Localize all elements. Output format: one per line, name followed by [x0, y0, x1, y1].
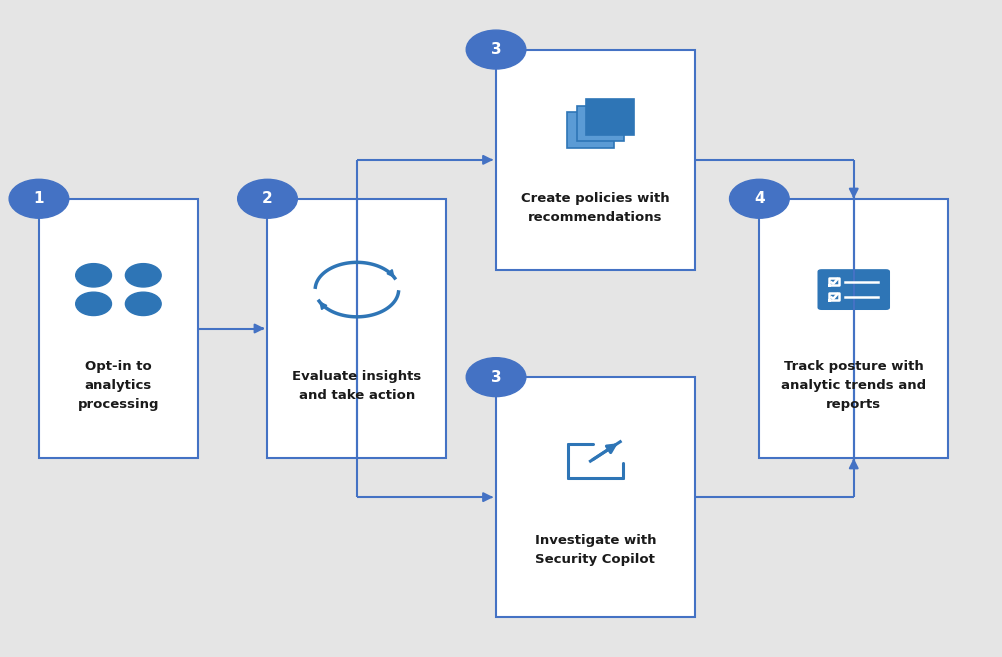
Text: Evaluate insights
and take action: Evaluate insights and take action [293, 370, 422, 401]
Circle shape [466, 357, 526, 397]
Circle shape [76, 292, 111, 315]
Circle shape [729, 179, 790, 218]
Circle shape [125, 263, 161, 287]
Circle shape [125, 292, 161, 315]
Text: Create policies with
recommendations: Create policies with recommendations [521, 193, 669, 225]
Text: 4: 4 [755, 191, 765, 206]
FancyBboxPatch shape [818, 269, 890, 310]
Text: 1: 1 [34, 191, 44, 206]
FancyBboxPatch shape [760, 199, 948, 458]
FancyBboxPatch shape [268, 199, 446, 458]
Text: Investigate with
Security Copilot: Investigate with Security Copilot [535, 534, 656, 566]
Text: Track posture with
analytic trends and
reports: Track posture with analytic trends and r… [782, 360, 926, 411]
Text: 3: 3 [491, 42, 501, 57]
FancyBboxPatch shape [566, 112, 614, 148]
Circle shape [466, 30, 526, 69]
FancyBboxPatch shape [496, 49, 694, 270]
FancyBboxPatch shape [586, 99, 634, 135]
Text: Opt-in to
analytics
processing: Opt-in to analytics processing [78, 360, 159, 411]
Text: 3: 3 [491, 370, 501, 384]
Circle shape [237, 179, 298, 218]
FancyBboxPatch shape [39, 199, 198, 458]
Circle shape [76, 263, 111, 287]
Text: 2: 2 [263, 191, 273, 206]
FancyBboxPatch shape [576, 106, 624, 141]
Circle shape [9, 179, 69, 218]
FancyBboxPatch shape [496, 377, 694, 617]
